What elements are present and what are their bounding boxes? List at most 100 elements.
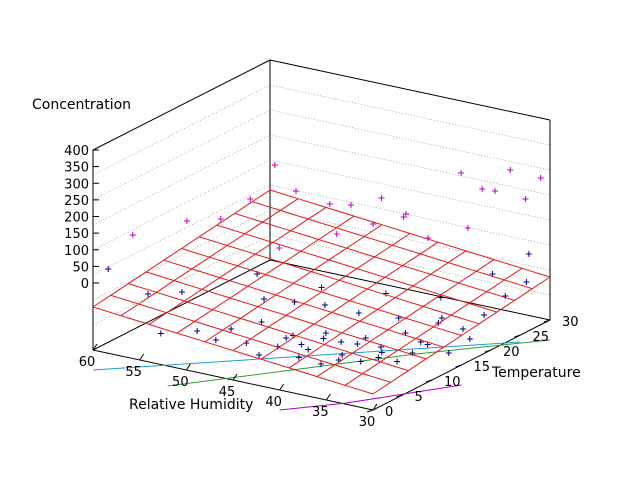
x-tick-label: 50 (172, 375, 189, 390)
data-point-below (291, 299, 298, 305)
z-axis-title: Concentration (32, 97, 131, 113)
x-axis-title: Relative Humidity (129, 397, 253, 413)
y-tick-mark (366, 409, 374, 413)
data-point-below (466, 336, 473, 342)
x-tick-mark (185, 363, 191, 371)
surface-mesh-line (163, 259, 444, 348)
data-point-above (370, 221, 377, 227)
y-tick-label: 5 (415, 390, 423, 405)
data-point-above (326, 201, 333, 207)
back-panels-grid (92, 59, 551, 351)
surface-mesh-line (145, 271, 427, 360)
y-tick-label: 25 (533, 330, 550, 345)
y-tick-mark (425, 379, 433, 383)
data-point-below (375, 354, 382, 361)
x-tick-mark (92, 343, 98, 351)
data-point-above (403, 211, 410, 217)
z-tick-label: 350 (64, 161, 89, 176)
x-tick-label: 35 (312, 405, 329, 420)
data-point-above (425, 235, 432, 241)
back-wall-gridline (92, 209, 271, 301)
data-point-above (479, 186, 486, 192)
data-point-below (322, 330, 329, 336)
contour-green-line (167, 339, 551, 387)
surface-mesh-line (128, 283, 409, 372)
data-point-above (491, 188, 498, 194)
surface-mesh-line (269, 189, 551, 278)
surface-mesh-line (181, 248, 462, 336)
z-tick-label: 250 (64, 194, 89, 209)
x-tick-mark (139, 353, 145, 361)
data-point-above (537, 175, 544, 181)
z-tick-label: 100 (64, 244, 89, 259)
z-tick-label: 400 (64, 144, 89, 159)
back-wall-gridline (269, 134, 551, 196)
data-point-below (258, 319, 265, 325)
surface-mesh-line (234, 212, 515, 301)
surface-mesh-line (252, 201, 533, 290)
data-point-below (283, 335, 290, 341)
data-point-above (129, 232, 136, 238)
y-tick-label: 10 (444, 375, 461, 390)
surface-mesh-line (110, 294, 391, 383)
data-point-below (525, 251, 532, 257)
y-tick-label: 20 (503, 345, 520, 360)
back-wall-gridline (269, 184, 551, 246)
data-point-below (145, 291, 152, 297)
data-point-below (318, 284, 325, 291)
z-tick-label: 0 (81, 277, 89, 292)
back-wall-gridline (92, 134, 271, 226)
data-point-below (437, 294, 444, 301)
fitted-surface-mesh (92, 189, 551, 395)
data-point-below (394, 358, 401, 365)
points-above-series (129, 162, 544, 251)
y-tick-label: 30 (562, 315, 579, 330)
axes-frame-edge (269, 59, 551, 121)
axes-frame-edge (92, 59, 271, 151)
back-wall-gridline (92, 109, 271, 201)
axis-ticks: 4003503002502001501005006055504540353005… (64, 144, 578, 430)
data-point-above (247, 196, 254, 202)
data-point-below (194, 328, 201, 334)
x-tick-mark (372, 403, 378, 411)
data-point-below (157, 330, 164, 337)
data-point-above (217, 216, 224, 222)
axes-frame-edge (92, 259, 271, 351)
x-tick-label: 40 (265, 395, 282, 410)
surface-mesh-line (216, 224, 498, 313)
back-wall-gridline (269, 109, 551, 171)
data-point-above (464, 225, 471, 231)
data-point-above (183, 218, 190, 224)
x-tick-label: 30 (359, 415, 376, 430)
data-point-below (298, 341, 305, 348)
z-tick-label: 300 (64, 177, 89, 192)
data-point-below (354, 341, 361, 347)
data-point-below (481, 312, 488, 318)
data-point-below (378, 349, 385, 356)
surface-mesh-line (92, 306, 374, 395)
data-point-below (305, 346, 312, 353)
data-point-below (320, 335, 327, 342)
z-tick-label: 50 (72, 260, 89, 275)
data-point-above (292, 188, 299, 194)
data-point-above (378, 195, 385, 201)
y-tick-mark (455, 364, 462, 368)
data-point-below (212, 337, 219, 343)
z-tick-label: 200 (64, 211, 89, 226)
y-tick-mark (543, 319, 551, 323)
data-point-below (317, 361, 324, 367)
data-point-below (445, 350, 452, 356)
axes-frame-edge (269, 259, 551, 321)
data-point-below (382, 290, 389, 297)
x-tick-mark (325, 393, 331, 401)
x-tick-label: 45 (219, 385, 236, 400)
data-point-below (357, 358, 364, 365)
y-tick-label: 15 (474, 360, 491, 375)
data-point-below (438, 315, 445, 321)
data-point-below (321, 302, 328, 308)
x-tick-mark (232, 373, 238, 381)
back-wall-gridline (92, 184, 271, 276)
y-tick-mark (514, 334, 521, 338)
